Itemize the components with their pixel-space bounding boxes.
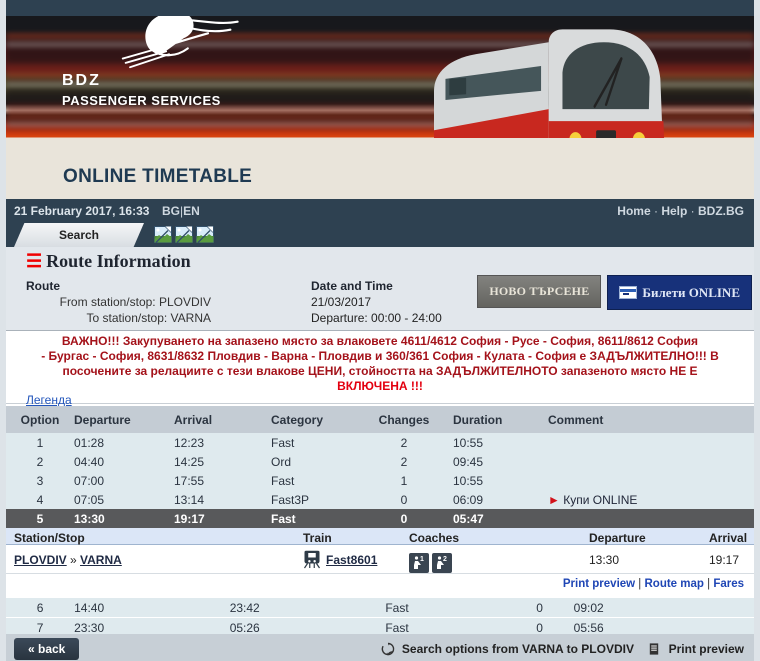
- svg-text:1: 1: [420, 556, 424, 563]
- svg-text:2: 2: [443, 556, 447, 563]
